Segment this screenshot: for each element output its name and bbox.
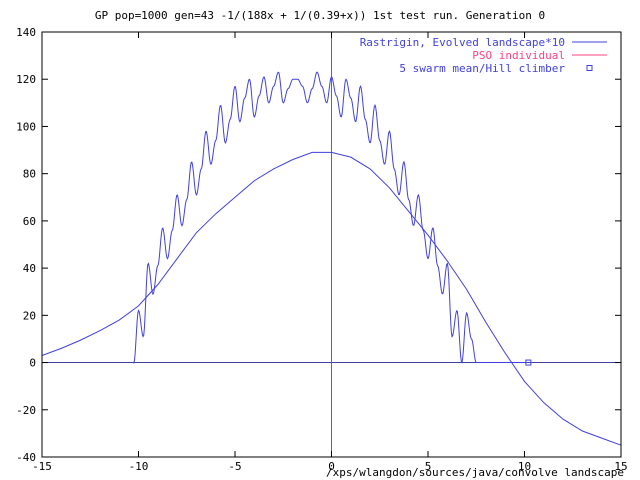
- x-tick-label: 0: [328, 460, 335, 473]
- y-tick-label: 40: [23, 262, 36, 275]
- x-tick-label: 10: [518, 460, 531, 473]
- chart-title: GP pop=1000 gen=43 -1/(188x + 1/(0.39+x)…: [95, 9, 545, 22]
- y-tick-label: 80: [23, 168, 36, 181]
- footer-note: /xps/wlangdon/sources/java/convolve land…: [326, 466, 624, 479]
- legend-label: Rastrigin, Evolved landscape*10: [360, 36, 565, 49]
- y-tick-label: 20: [23, 309, 36, 322]
- y-tick-label: 60: [23, 215, 36, 228]
- x-tick-label: -5: [228, 460, 241, 473]
- series-smooth-line: [41, 151, 622, 446]
- y-tick-label: -20: [16, 404, 36, 417]
- y-tick-label: 0: [29, 357, 36, 370]
- series-rastrigin-line: [133, 71, 530, 364]
- x-tick-label: -15: [32, 460, 52, 473]
- y-tick-label: 100: [16, 120, 36, 133]
- legend-label: 5 swarm mean/Hill climber: [399, 62, 565, 75]
- y-tick-label: 120: [16, 73, 36, 86]
- zero-lines: [42, 32, 621, 457]
- ticks-layer: -15 -10 -5 0 5 10 15 -40 -20 0 20 40 60 80 100 120 140: [16, 26, 628, 473]
- y-tick-label: 140: [16, 26, 36, 39]
- legend-label: PSO individual: [472, 49, 565, 62]
- x-tick-label: 15: [614, 460, 627, 473]
- y-tick-label: -40: [16, 451, 36, 464]
- legend-swatch-point: [586, 65, 593, 71]
- swarm-point: [525, 359, 532, 366]
- series-layer: [41, 71, 622, 446]
- x-tick-label: 5: [425, 460, 432, 473]
- x-tick-label: -10: [129, 460, 149, 473]
